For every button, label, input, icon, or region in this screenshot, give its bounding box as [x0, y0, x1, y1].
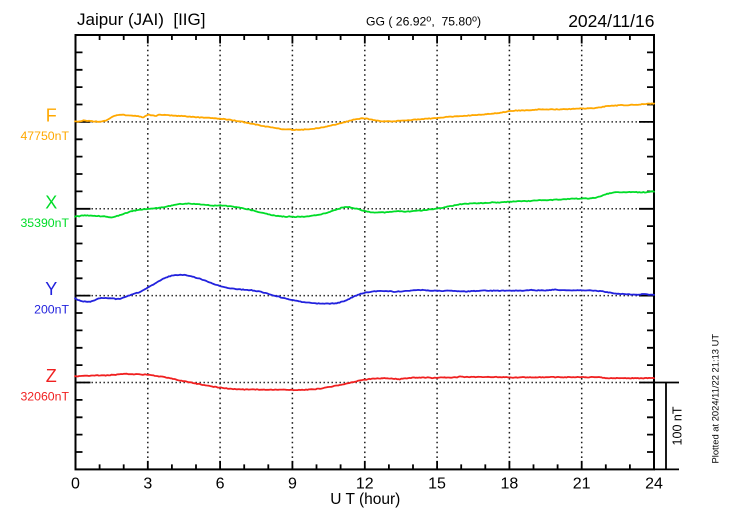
svg-text:F: F: [46, 105, 57, 125]
svg-text:3: 3: [143, 476, 152, 493]
svg-text:GG ( 26.92o, 75.80o): GG ( 26.92o, 75.80o): [366, 13, 481, 28]
svg-text:18: 18: [500, 476, 518, 493]
svg-text:U T (hour): U T (hour): [330, 491, 400, 508]
svg-text:15: 15: [428, 476, 446, 493]
svg-text:Plotted at 2024/11/22 21:13 UT: Plotted at 2024/11/22 21:13 UT: [710, 334, 721, 464]
svg-text:2024/11/16: 2024/11/16: [568, 11, 654, 31]
svg-text:200nT: 200nT: [34, 303, 69, 317]
svg-text:12: 12: [356, 476, 374, 493]
svg-text:47750nT: 47750nT: [20, 129, 69, 143]
svg-text:0: 0: [71, 476, 80, 493]
svg-text:Z: Z: [46, 366, 57, 386]
svg-text:Jaipur (JAI) [IIG]: Jaipur (JAI) [IIG]: [77, 10, 205, 29]
svg-text:35390nT: 35390nT: [20, 216, 69, 230]
svg-text:6: 6: [216, 476, 225, 493]
svg-text:21: 21: [573, 476, 591, 493]
svg-text:X: X: [45, 192, 57, 212]
svg-text:Y: Y: [45, 279, 57, 299]
svg-text:9: 9: [288, 476, 297, 493]
svg-text:24: 24: [645, 476, 663, 493]
svg-text:32060nT: 32060nT: [20, 390, 69, 404]
svg-text:100 nT: 100 nT: [671, 406, 685, 445]
